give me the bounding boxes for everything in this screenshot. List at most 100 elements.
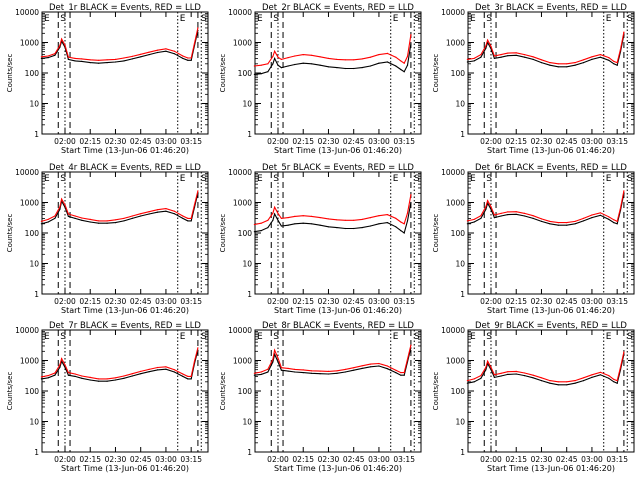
data-point	[89, 379, 91, 381]
data-point	[344, 67, 346, 70]
data-point	[59, 206, 61, 208]
data-point	[540, 220, 543, 222]
y-tick-label: 1000	[446, 39, 465, 48]
plot-frame	[41, 171, 209, 295]
data-point	[344, 219, 346, 221]
data-point	[59, 364, 61, 366]
data-point	[319, 370, 321, 372]
data-point	[361, 67, 363, 69]
data-point	[123, 375, 125, 377]
y-tick-label: 10000	[228, 8, 252, 17]
data-point	[406, 358, 409, 360]
data-point	[557, 224, 559, 226]
marker-e: E	[257, 174, 263, 184]
data-point	[54, 217, 56, 219]
data-point	[327, 370, 330, 372]
data-point	[361, 365, 363, 367]
data-point	[532, 58, 534, 61]
y-tick-label: 10000	[228, 326, 252, 335]
data-point	[613, 381, 615, 383]
y-tick-label: 1	[34, 290, 39, 299]
data-point	[540, 62, 543, 64]
marker-e: E	[257, 332, 263, 342]
data-point	[507, 371, 509, 373]
data-point	[131, 55, 133, 58]
x-axis-label: Start Time (13-Jun-06 01:46:20)	[61, 464, 189, 473]
y-axis-label: Counts/sec	[432, 372, 440, 411]
data-point	[549, 382, 551, 384]
data-point	[123, 57, 125, 59]
data-point	[582, 59, 585, 61]
data-point	[507, 211, 509, 213]
y-axis-label: Counts/sec	[219, 372, 227, 411]
data-point	[277, 212, 279, 214]
data-point	[280, 217, 282, 219]
data-point	[64, 204, 66, 206]
x-tick-label: 03:00	[368, 137, 390, 146]
panel-title: Det_6r BLACK = Events, RED = LLD	[475, 163, 627, 173]
data-point	[40, 223, 43, 225]
data-point	[403, 71, 405, 73]
data-point	[267, 371, 269, 373]
data-point	[253, 223, 255, 226]
data-point	[386, 52, 388, 55]
data-point	[361, 218, 363, 220]
data-point	[378, 362, 380, 365]
data-point	[524, 212, 526, 214]
y-tick-label: 10000	[15, 168, 39, 177]
data-point	[131, 373, 133, 375]
data-point	[148, 54, 150, 56]
data-point	[540, 377, 543, 379]
marker-s: S	[60, 14, 66, 24]
data-point	[280, 369, 282, 371]
data-point	[106, 59, 108, 61]
x-tick-label: 02:15	[292, 297, 314, 306]
x-axis-label: Start Time (13-Jun-06 01:46:20)	[274, 464, 402, 473]
marker-e: E	[470, 332, 476, 342]
data-point	[190, 375, 192, 377]
y-tick-label: 10	[455, 260, 465, 269]
data-point	[344, 368, 346, 370]
x-tick-label: 02:45	[130, 455, 152, 464]
data-point	[277, 219, 279, 221]
y-tick-label: 1	[460, 290, 465, 299]
data-point	[466, 223, 468, 225]
data-point	[599, 56, 602, 58]
data-point	[98, 380, 100, 382]
y-tick-label: 10	[29, 100, 39, 109]
data-point	[608, 57, 610, 59]
data-point	[280, 58, 282, 61]
data-point	[566, 66, 568, 68]
data-point	[403, 223, 405, 225]
x-tick-label: 02:30	[105, 455, 127, 464]
data-point	[47, 218, 49, 220]
data-point	[54, 374, 56, 376]
data-point	[403, 62, 405, 64]
data-point	[566, 384, 568, 386]
data-point	[400, 60, 402, 62]
data-point	[187, 375, 189, 377]
data-point	[123, 217, 125, 219]
data-point	[353, 59, 355, 61]
data-point	[515, 213, 517, 215]
data-point	[67, 372, 69, 374]
data-point	[156, 49, 159, 51]
y-tick-label: 1000	[20, 357, 39, 366]
panel-title: Det_5r BLACK = Events, RED = LLD	[262, 163, 414, 173]
data-point	[193, 204, 196, 206]
data-point	[599, 374, 602, 376]
marker-s: S	[627, 14, 633, 24]
y-tick-label: 100	[238, 69, 253, 78]
data-point	[277, 64, 279, 66]
data-point	[400, 374, 402, 376]
data-point	[182, 217, 184, 219]
data-point	[336, 58, 338, 61]
x-tick-label: 03:00	[581, 297, 603, 306]
data-point	[386, 368, 388, 370]
x-tick-label: 03:00	[368, 455, 390, 464]
y-tick-label: 1000	[446, 199, 465, 208]
data-point	[294, 215, 296, 217]
data-point	[410, 201, 412, 204]
marker-s: S	[201, 14, 207, 24]
data-point	[591, 374, 593, 376]
